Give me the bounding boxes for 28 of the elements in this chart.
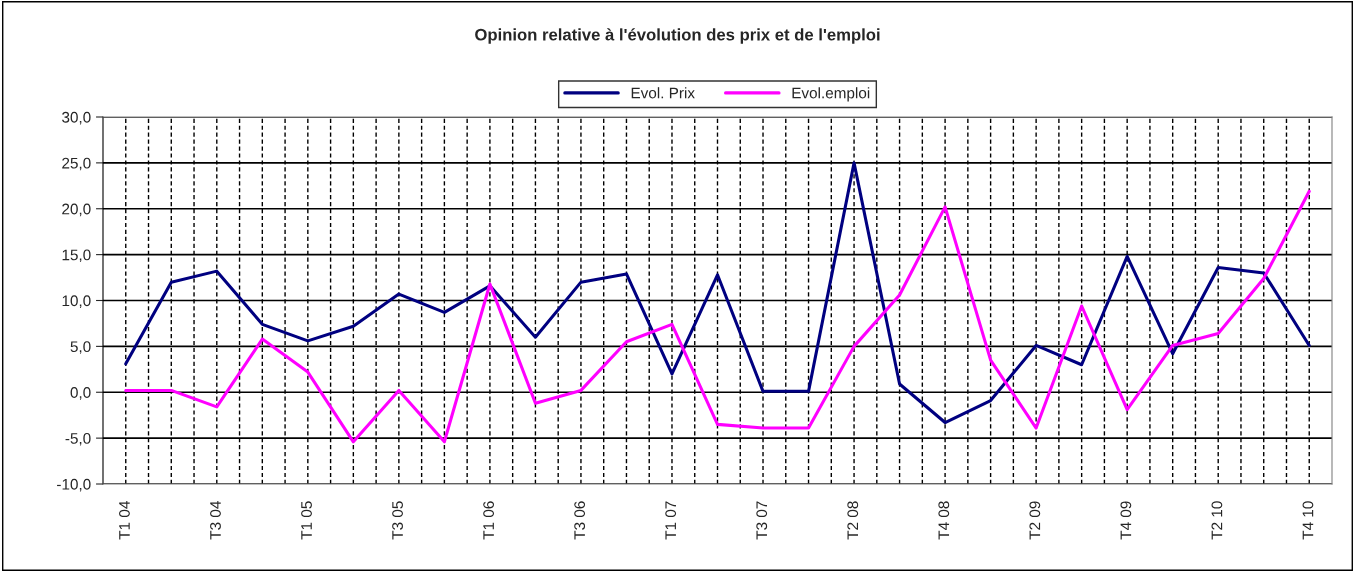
x-tick-label: T4 08 — [938, 501, 950, 540]
x-tick-label: T2 08 — [847, 501, 859, 540]
y-tick-label: 15,0 — [62, 249, 91, 263]
y-tick-label: -10,0 — [57, 478, 91, 492]
x-tick-label: T3 04 — [210, 501, 221, 540]
y-tick-label: 10,0 — [62, 295, 91, 308]
line-series — [124, 161, 1311, 425]
x-tick-label: T4 10 — [1302, 501, 1314, 540]
y-tick-label: -5,0 — [65, 432, 91, 446]
x-tick-label: T1 04 — [119, 501, 130, 540]
y-tick-label: 20,0 — [62, 203, 91, 217]
y-tick-label: 25,0 — [62, 157, 91, 171]
legend-label: Evol.emploi — [792, 87, 870, 102]
legend-label: Evol. Prix — [631, 87, 695, 99]
y-tick-label: 0,0 — [70, 387, 91, 400]
chart-title: Opinion relative à l'évolution des prix et de l'emploi — [475, 28, 880, 44]
x-tick-label: T1 05 — [301, 501, 312, 540]
x-tick-label: T4 09 — [1120, 501, 1132, 540]
x-tick-label: T2 09 — [1029, 501, 1041, 540]
x-tick-label: T3 07 — [756, 501, 768, 540]
y-tick-label: 30,0 — [62, 111, 91, 125]
line-series — [124, 189, 1311, 444]
x-tick-label: T2 10 — [1211, 501, 1223, 540]
x-tick-label: T3 06 — [574, 501, 586, 540]
x-tick-label: T3 05 — [392, 501, 403, 540]
y-tick-label: 5,0 — [70, 341, 91, 354]
x-tick-label: T1 07 — [665, 501, 677, 540]
x-tick-label: T1 06 — [483, 501, 495, 540]
